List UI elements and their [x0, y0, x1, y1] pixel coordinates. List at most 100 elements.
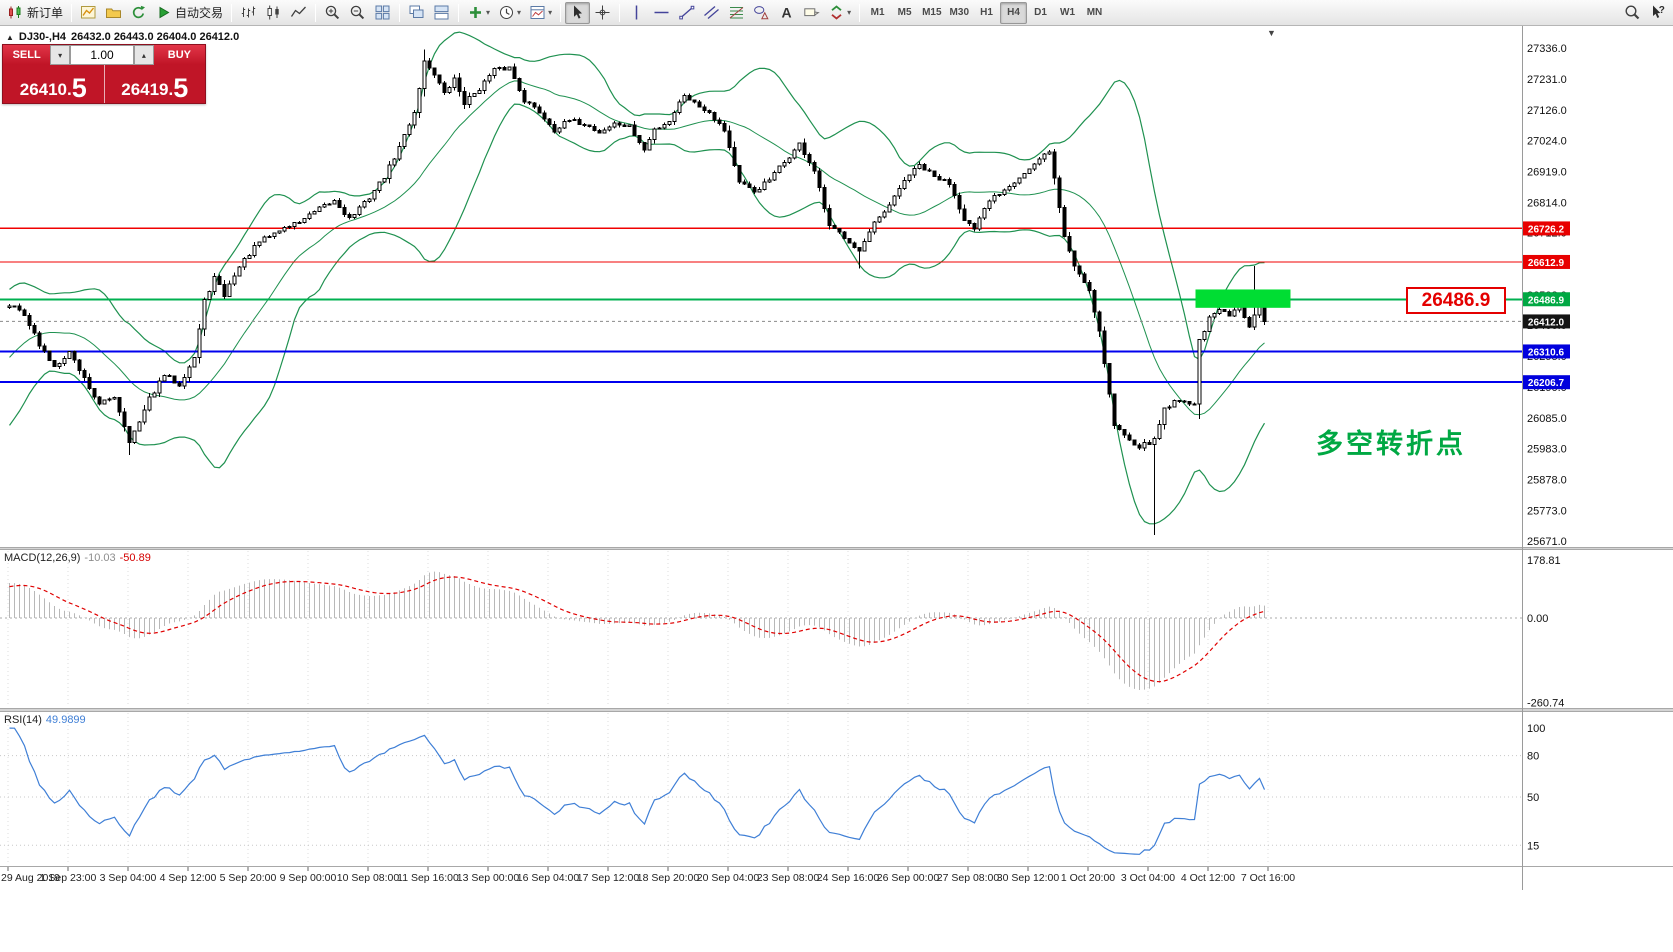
label-icon: [803, 4, 820, 21]
profiles-button[interactable]: [101, 2, 126, 24]
svg-text:-260.74: -260.74: [1527, 698, 1564, 710]
svg-text:16 Sep 04:00: 16 Sep 04:00: [517, 872, 580, 884]
vertical-line-button[interactable]: [624, 2, 649, 24]
macd-indicator-label: MACD(12,26,9) -10.03 -50.89: [4, 552, 151, 564]
toolbar-separator: [560, 3, 562, 22]
indicators-button[interactable]: ▾: [463, 2, 494, 24]
timeframe-m1-button[interactable]: M1: [870, 7, 885, 18]
line-chart-button[interactable]: [286, 2, 311, 24]
sell-price[interactable]: 26410. 5: [19, 73, 87, 104]
auto-trading-button[interactable]: 自动交易: [151, 2, 227, 24]
lot-increase-button[interactable]: ▴: [134, 45, 154, 65]
buy-price[interactable]: 26419. 5: [121, 73, 189, 104]
chevron-down-icon: ▾: [548, 8, 553, 17]
autotrading-icon: [155, 4, 172, 21]
lot-size-input[interactable]: [70, 45, 135, 65]
macd-signal-line: [9, 576, 1265, 683]
one-click-trading-panel: SELL ▾ ▴ BUY 26410.5 26419.5: [2, 44, 206, 104]
bars-icon: [240, 4, 257, 21]
svg-text:27336.0: 27336.0: [1527, 43, 1567, 55]
search-button[interactable]: [1620, 2, 1645, 24]
indicators-icon: [467, 4, 484, 21]
cursor-button[interactable]: [565, 1, 591, 24]
bar-chart-button[interactable]: [236, 2, 261, 24]
timeframe-m15-button[interactable]: M15: [922, 7, 942, 18]
context-help-button[interactable]: ?: [1645, 2, 1670, 24]
templates-button[interactable]: ▾: [525, 2, 556, 24]
fibonacci-retracement-button[interactable]: [724, 2, 749, 24]
highlight-rect[interactable]: [1195, 289, 1291, 308]
crosshair-button[interactable]: [590, 2, 615, 24]
timeframe-m5-button[interactable]: M5: [897, 7, 912, 18]
svg-text:4 Sep 12:00: 4 Sep 12:00: [160, 872, 217, 884]
new-order-button[interactable]: 新订单: [3, 2, 67, 24]
toolbar-separator: [859, 3, 861, 22]
fib-icon: [728, 4, 745, 21]
symbol-marker-icon: ▲: [6, 33, 14, 42]
svg-text:178.81: 178.81: [1527, 555, 1561, 567]
trendline-button[interactable]: [674, 2, 699, 24]
timeframe-w1-button[interactable]: W1: [1060, 7, 1075, 18]
toolbar-separator: [619, 3, 621, 22]
lot-decrease-button[interactable]: ▾: [50, 45, 71, 65]
svg-text:26726.2: 26726.2: [1528, 224, 1565, 235]
toolbar-separator: [399, 3, 401, 22]
text-label-button[interactable]: [799, 2, 824, 24]
svg-text:26412.0: 26412.0: [1528, 317, 1565, 328]
tile-icon: [374, 4, 391, 21]
rsi-indicator-label: RSI(14) 49.9899: [4, 714, 86, 726]
text-button[interactable]: A: [774, 2, 799, 24]
timeframe-h4-button[interactable]: H4: [1000, 1, 1027, 24]
timeframe-h1-button[interactable]: H1: [980, 7, 993, 18]
clock-icon: [498, 4, 515, 21]
candles: [7, 49, 1267, 536]
symbol-ohlc-label: ▲ DJ30-,H4 26432.0 26443.0 26404.0 26412.0: [6, 31, 244, 43]
sell-button[interactable]: SELL: [3, 45, 51, 65]
channel-icon: [703, 4, 720, 21]
price-callout-label[interactable]: 26486.9: [1406, 287, 1506, 314]
periods-button[interactable]: ▾: [494, 2, 525, 24]
cascade-windows-button[interactable]: [404, 2, 429, 24]
arrow-objects-button[interactable]: ▾: [824, 2, 855, 24]
refresh-button[interactable]: [126, 2, 151, 24]
timeframe-m30-button[interactable]: M30: [949, 7, 969, 18]
arrange-windows-button[interactable]: [429, 2, 454, 24]
equidistant-channel-button[interactable]: [699, 2, 724, 24]
chevron-down-icon: ▾: [486, 8, 491, 17]
svg-text:29 Aug 2019: 29 Aug 2019: [1, 872, 60, 884]
linechart-icon: [290, 4, 307, 21]
shapes-button[interactable]: [749, 2, 774, 24]
svg-text:4 Oct 12:00: 4 Oct 12:00: [1181, 872, 1235, 884]
vline-icon: [628, 4, 645, 21]
new-chart-button[interactable]: [76, 2, 101, 24]
toolbar-separator: [71, 3, 73, 22]
svg-text:26206.7: 26206.7: [1528, 378, 1565, 389]
zoom-out-button[interactable]: [345, 2, 370, 24]
svg-text:3 Oct 04:00: 3 Oct 04:00: [1121, 872, 1175, 884]
svg-text:7 Oct 16:00: 7 Oct 16:00: [1241, 872, 1295, 884]
svg-text:25983.0: 25983.0: [1527, 443, 1567, 455]
neworder-icon: [7, 4, 24, 21]
help-icon: ?: [1649, 4, 1666, 21]
svg-text:1 Oct 20:00: 1 Oct 20:00: [1061, 872, 1115, 884]
candle-chart-button[interactable]: [261, 2, 286, 24]
annotation-note[interactable]: 多空转折点: [1316, 429, 1466, 459]
tile-windows-button[interactable]: [370, 2, 395, 24]
buy-button[interactable]: BUY: [153, 45, 205, 65]
horizontal-line-button[interactable]: [649, 2, 674, 24]
price-axis-badges: 26726.2 26612.9 26486.9 26412.0 26310.6 26206…: [1523, 221, 1570, 390]
svg-text:10 Sep 08:00: 10 Sep 08:00: [337, 872, 400, 884]
timeframe-d1-button[interactable]: D1: [1034, 7, 1047, 18]
zoom-in-button[interactable]: [320, 2, 345, 24]
macd-histogram: [9, 571, 1265, 691]
shapes-icon: [753, 4, 770, 21]
candles-icon: [265, 4, 282, 21]
timeframe-mn-button[interactable]: MN: [1086, 7, 1103, 18]
svg-text:15: 15: [1527, 840, 1539, 852]
template-icon: [529, 4, 546, 21]
zoomin-icon: [324, 4, 341, 21]
chart-shift-marker[interactable]: ▼: [1267, 28, 1276, 38]
toolbar-separator: [231, 3, 233, 22]
